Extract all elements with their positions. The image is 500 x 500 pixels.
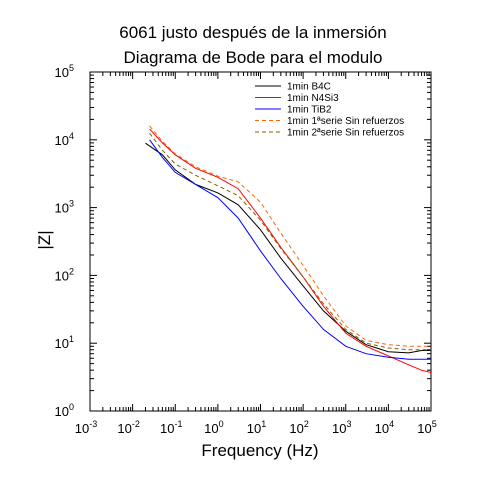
series-line-3: [149, 139, 431, 360]
x-tick-label: 101: [247, 419, 266, 436]
legend-label: 1min N4Si3: [287, 93, 339, 104]
x-tick-label: 10-1: [160, 419, 182, 436]
legend-label: 1min 2ªserie Sin refuerzos: [287, 128, 404, 139]
x-tick-label: 10-3: [75, 419, 97, 436]
y-tick-label: 100: [55, 402, 74, 419]
series-line-1: [145, 142, 431, 354]
y-tick-label: 101: [55, 334, 74, 351]
x-tick-label: 10-2: [117, 419, 139, 436]
axis-ticks: 10-3 10-2 10-1 100 101 102 103 104 105 100 101 102 1…: [55, 63, 437, 436]
y-tick-label: 102: [55, 266, 74, 283]
y-tick-label: 103: [55, 199, 74, 216]
series-line-4: [149, 125, 431, 347]
legend-label: 1min B4C: [287, 82, 331, 93]
series-line-5: [149, 132, 431, 351]
x-tick-label: 100: [204, 419, 223, 436]
x-tick-label: 102: [289, 419, 308, 436]
chart-title: 6061 justo después de la inmersión: [119, 23, 386, 42]
x-tick-label: 103: [332, 419, 351, 436]
y-tick-label: 104: [55, 131, 74, 148]
legend-label: 1min TiB2: [287, 105, 332, 116]
series-lines: [145, 125, 432, 373]
legend-label: 1min 1ªserie Sin refuerzos: [287, 116, 404, 127]
y-axis-label: |Z|: [35, 230, 54, 249]
x-tick-label: 105: [417, 419, 436, 436]
series-line-2: [149, 128, 432, 373]
x-tick-label: 104: [375, 419, 394, 436]
chart-subtitle: Diagrama de Bode para el modulo: [124, 48, 383, 67]
x-axis-label: Frequency (Hz): [201, 441, 318, 460]
y-tick-label: 105: [55, 63, 74, 80]
